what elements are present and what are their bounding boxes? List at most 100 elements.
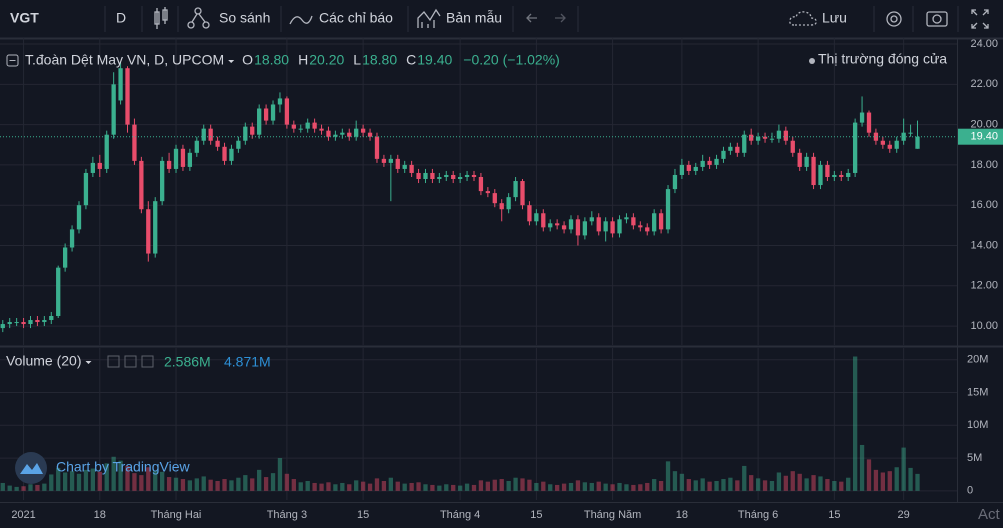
volume-bar — [250, 478, 255, 491]
redo-icon[interactable] — [555, 13, 566, 23]
compare-icon[interactable] — [187, 7, 210, 29]
volume-bar — [298, 482, 303, 491]
templates-button[interactable]: Bản mẫu — [446, 10, 502, 26]
volume-bar — [464, 483, 470, 491]
candle-body — [645, 227, 650, 232]
volume-bar — [652, 479, 657, 491]
candle-body — [277, 98, 283, 105]
candle-body — [776, 130, 782, 139]
volume-bar — [381, 481, 387, 491]
volume-bar — [755, 478, 761, 491]
save-button[interactable]: Lưu — [822, 10, 847, 26]
volume-bar — [478, 480, 484, 491]
volume-bar — [527, 479, 532, 491]
attribution[interactable]: Chart by TradingView — [56, 459, 190, 475]
candle-body — [797, 152, 802, 167]
volume-bar — [291, 479, 296, 491]
indicators-button[interactable]: Các chỉ báo — [319, 10, 393, 26]
candle-body — [658, 213, 664, 230]
screenshot-icon[interactable] — [926, 11, 948, 27]
volume-bar — [665, 461, 671, 491]
candle-body — [257, 108, 262, 135]
indicators-icon[interactable] — [289, 15, 313, 25]
volume-bar — [243, 475, 248, 491]
last-price-label: 19.40 — [970, 131, 998, 143]
volume-bar — [14, 486, 19, 491]
candle-body — [180, 148, 186, 167]
volume-bar — [686, 479, 691, 491]
price-change: −0.20 (−1.02%) — [463, 52, 560, 68]
volume-bar — [69, 471, 75, 491]
volume-bar — [83, 469, 89, 491]
candle-body — [146, 209, 151, 254]
collapse-button[interactable] — [6, 54, 19, 67]
volume-bar — [658, 481, 664, 491]
candle-body — [804, 156, 809, 167]
watermark: Act — [978, 506, 1001, 523]
candle-body — [201, 128, 206, 141]
candle-body — [589, 217, 594, 222]
y2-tick-label: 5M — [967, 452, 982, 464]
y-tick-label: 14.00 — [970, 239, 998, 251]
volume-bar — [818, 476, 823, 491]
candle-body — [603, 221, 608, 232]
candle-body — [534, 213, 539, 222]
volume-bar — [596, 481, 601, 491]
x-tick-label: Tháng 6 — [738, 509, 778, 521]
y-tick-label: 24.00 — [970, 38, 998, 50]
volume-bar — [513, 477, 518, 491]
volume-bar — [208, 479, 213, 491]
volume-bar — [485, 481, 491, 491]
candle-body — [360, 128, 366, 133]
candle-body — [90, 162, 96, 173]
volume-bar — [187, 480, 193, 491]
candle-body — [451, 174, 456, 180]
volume-bar — [236, 477, 241, 491]
interval[interactable]: D — [116, 10, 126, 26]
templates-icon[interactable] — [417, 8, 441, 28]
candle-icon[interactable] — [154, 7, 168, 29]
volume-bar — [617, 482, 622, 491]
volume-bar — [839, 481, 844, 491]
candle-body — [672, 174, 678, 190]
candle-body — [0, 324, 5, 329]
volume-bar — [222, 479, 227, 491]
volume-bar — [284, 473, 290, 491]
candle-body — [700, 160, 705, 167]
volume-bar — [7, 485, 12, 491]
volume-bar — [160, 471, 165, 491]
volume-bar — [180, 479, 186, 491]
volume-pane-buttons[interactable] — [107, 355, 154, 368]
candle-body — [839, 174, 844, 177]
symbol[interactable]: VGT — [10, 10, 39, 26]
volume-bar — [859, 444, 865, 491]
candle-body — [880, 140, 885, 145]
volume-bar — [776, 472, 782, 491]
undo-icon[interactable] — [526, 13, 537, 23]
candle-body — [222, 146, 227, 161]
candle-body — [14, 322, 19, 324]
candle-body — [499, 203, 504, 210]
settings-icon[interactable] — [886, 11, 902, 27]
volume-bar — [589, 482, 594, 491]
candle-body — [416, 172, 421, 180]
status-dot — [809, 58, 815, 64]
candle-body — [305, 122, 310, 129]
candle-body — [160, 160, 165, 202]
x-tick-label: 18 — [676, 509, 688, 521]
candle-body — [769, 138, 775, 140]
volume-ma-value: 4.871M — [224, 354, 271, 370]
compare-button[interactable]: So sánh — [219, 10, 270, 26]
volume-bar — [305, 481, 310, 491]
candle-body — [7, 322, 12, 325]
fullscreen-icon[interactable] — [971, 9, 989, 29]
toolbar: VGT D So sánh Các chỉ báo Bản mẫu Lưu — [0, 0, 1003, 40]
candle-body — [208, 128, 213, 141]
x-tick-label: 15 — [828, 509, 840, 521]
volume-bar — [56, 467, 61, 491]
tradingview-logo[interactable] — [15, 452, 47, 484]
candle-body — [575, 219, 581, 236]
caret[interactable] — [85, 361, 92, 364]
caret[interactable] — [228, 60, 235, 63]
